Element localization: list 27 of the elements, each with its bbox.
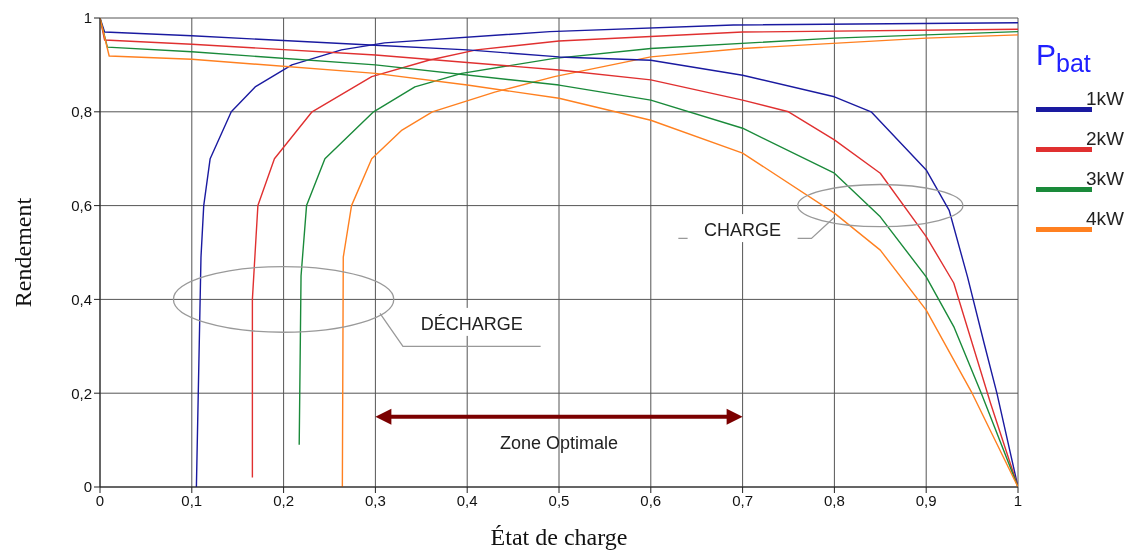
legend-label: 3kW: [1086, 168, 1124, 190]
legend-label: 2kW: [1086, 128, 1124, 150]
legend-title: P$_{bat}$: [1036, 38, 1092, 78]
legend-label: 1kW: [1086, 88, 1124, 110]
x-tick-label: 0,6: [640, 491, 662, 509]
y-tick-label: 1: [83, 9, 92, 27]
annotation: CHARGE: [704, 220, 782, 241]
x-tick-label: 0,5: [548, 491, 570, 509]
x-axis-title: État de charge: [490, 524, 628, 550]
y-axis-title: Rendement: [9, 197, 36, 308]
y-tick-label: 0: [83, 478, 92, 496]
y-tick-label: 0,8: [71, 103, 92, 121]
x-tick-label: 1: [1013, 491, 1023, 509]
x-tick-label: 0,1: [181, 491, 203, 509]
x-tick-label: 0,8: [823, 491, 845, 509]
annotation: Zone Optimale: [499, 433, 619, 454]
y-tick-label: 0,2: [71, 384, 92, 402]
x-tick-label: 0,3: [364, 491, 386, 509]
x-tick-label: 0,9: [915, 491, 937, 509]
x-tick-label: 0,4: [456, 491, 478, 509]
y-tick-label: 0,6: [71, 196, 92, 214]
y-tick-label: 0,4: [71, 290, 92, 308]
annotation: DÉCHARGE: [420, 313, 523, 334]
x-tick-label: 0,7: [732, 491, 754, 509]
legend-label: 4kW: [1086, 208, 1124, 230]
x-tick-label: 0: [95, 491, 105, 509]
x-tick-label: 0,2: [273, 491, 295, 509]
